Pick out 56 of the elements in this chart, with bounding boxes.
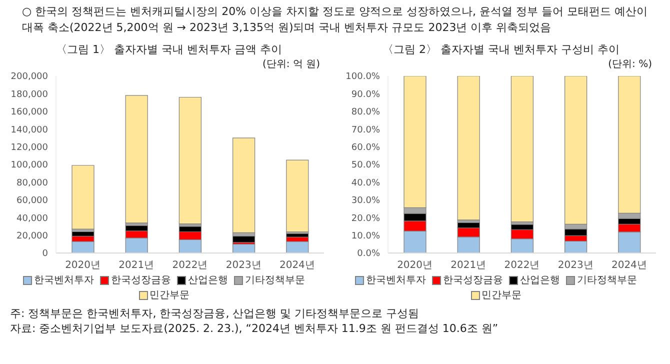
y-tick-label: 50.0% xyxy=(351,160,380,171)
y-tick-label: 20,000 xyxy=(16,231,48,242)
x-tick-label: 2023년 xyxy=(558,260,594,272)
x-tick-label: 2023년 xyxy=(226,260,262,272)
y-tick-label: 40.0% xyxy=(351,178,380,188)
bar xyxy=(457,76,480,220)
legend-label: 산업은행 xyxy=(188,274,228,287)
chart-title: 〈그림 1〉 출자자별 국내 벤처투자 금액 추이 xyxy=(55,42,283,57)
chart-subtitle: (단위: %) xyxy=(607,58,653,70)
x-tick-label: 2021년 xyxy=(450,260,486,272)
bar xyxy=(72,165,94,230)
legend-label: 민간부문 xyxy=(482,289,522,302)
legend-label: 한국벤처투자 xyxy=(366,274,426,287)
legend-label: 민간부문 xyxy=(150,289,190,302)
text: 자료: 중소벤처기업부 보도자료(2025. 2. 23.), “2024년 벤처투자 11.9조 원 펀드결성 10.6조 원” xyxy=(10,321,500,336)
y-tick-label: 30.0% xyxy=(351,196,380,206)
x-tick-label: 2020년 xyxy=(65,260,101,272)
x-tick-label: 2024년 xyxy=(279,260,315,272)
legend-label: 한국성장금융 xyxy=(111,274,171,287)
y-tick-label: 60.0% xyxy=(351,142,380,153)
text: 주: 정책부문은 한국벤처투자, 한국성장금융, 산업은행 및 기타정책부문으로 구성됨 xyxy=(10,306,420,321)
y-tick-label: 60,000 xyxy=(16,196,48,206)
chart-subtitle: (단위: 억 원) xyxy=(261,58,321,70)
y-tick-label: 180,000 xyxy=(10,90,48,100)
y-tick-label: 140,000 xyxy=(10,125,48,136)
chart-title: 〈그림 2〉 출자자별 국내 벤처투자 구성비 추이 xyxy=(382,42,620,57)
bar xyxy=(232,138,256,233)
x-tick-label: 2022년 xyxy=(172,260,208,272)
y-tick-label: 100.0% xyxy=(346,72,380,82)
y-tick-label: 120,000 xyxy=(10,142,48,153)
bar xyxy=(178,96,202,224)
y-tick-label: 90.0% xyxy=(351,90,380,100)
y-tick-label: 20.0% xyxy=(351,214,380,224)
bar xyxy=(125,95,148,224)
x-tick-label: 2021년 xyxy=(118,260,154,272)
legend-label: 기타정책부문 xyxy=(245,274,305,287)
text: ○ 한국의 정책펀드는 벤처캐피털시장의 20% 이상을 차지할 정도로 양적으로 성장하였으나, 윤석열 정부 들어 모태펀드 예산이 대폭 축소(2022년 5,200억 원 → 2023년 3,135억 원)되며 국내 벤처투자 규모도 2023년 이후 위축되었음 xyxy=(22,4,648,36)
y-tick-label: 70.0% xyxy=(351,125,380,136)
bar xyxy=(286,160,309,232)
x-tick-label: 2022년 xyxy=(504,260,540,272)
y-tick-label: 160,000 xyxy=(10,108,48,118)
y-tick-label: 40,000 xyxy=(16,214,48,224)
x-tick-label: 2024년 xyxy=(611,260,647,272)
y-tick-label: 80,000 xyxy=(16,178,48,188)
bar xyxy=(510,76,534,222)
legend-label: 한국벤처투자 xyxy=(34,274,94,287)
y-tick-label: 100,000 xyxy=(10,160,48,171)
y-tick-label: 200,000 xyxy=(10,72,48,82)
legend-label: 기타정책부문 xyxy=(577,274,637,287)
y-tick-label: 10.0% xyxy=(351,231,380,242)
y-tick-label: 80.0% xyxy=(351,108,380,118)
legend-label: 한국성장금융 xyxy=(443,274,503,287)
legend-label: 산업은행 xyxy=(520,274,560,287)
y-tick-label: 0.0% xyxy=(357,249,380,260)
y-tick-label: 0 xyxy=(42,249,48,260)
x-tick-label: 2020년 xyxy=(397,260,433,272)
